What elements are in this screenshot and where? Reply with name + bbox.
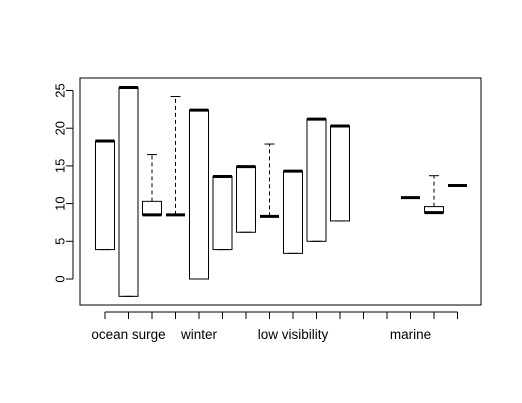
- box-iqr: [306, 118, 327, 242]
- box-group: [283, 169, 303, 254]
- box-group: [142, 154, 162, 217]
- y-tick-label: 5: [53, 238, 68, 245]
- box-iqr: [212, 175, 233, 251]
- x-group-label: winter: [180, 327, 218, 342]
- y-tick-label: 20: [53, 121, 68, 135]
- box-group: [212, 174, 233, 251]
- box-iqr: [142, 200, 162, 216]
- box-iqr: [330, 125, 350, 222]
- box-group: [330, 124, 350, 222]
- box-group: [306, 117, 327, 242]
- y-tick-label: 0: [53, 275, 68, 282]
- box-group: [166, 96, 185, 217]
- box-group: [424, 175, 444, 215]
- y-tick-label: 10: [53, 196, 68, 210]
- boxes: [95, 85, 467, 297]
- box-group: [260, 143, 279, 218]
- x-group-label: low visibility: [258, 327, 329, 342]
- box-iqr: [283, 170, 303, 254]
- box-group: [189, 108, 209, 280]
- box-group: [236, 165, 256, 233]
- x-group-label: ocean surge: [91, 327, 165, 342]
- box-group: [118, 85, 139, 297]
- y-tick-label: 25: [53, 83, 68, 97]
- x-group-label: marine: [390, 327, 431, 342]
- box-group: [95, 139, 115, 251]
- x-axis: ocean surge winter low visibility marine: [91, 311, 458, 342]
- box-iqr: [118, 86, 139, 297]
- box-iqr: [189, 109, 209, 280]
- box-iqr: [95, 140, 115, 251]
- y-tick-label: 15: [53, 159, 68, 173]
- plot-frame: [79, 77, 482, 306]
- box-iqr: [236, 166, 256, 233]
- y-axis: 0 5 10 15 20 25: [53, 83, 74, 283]
